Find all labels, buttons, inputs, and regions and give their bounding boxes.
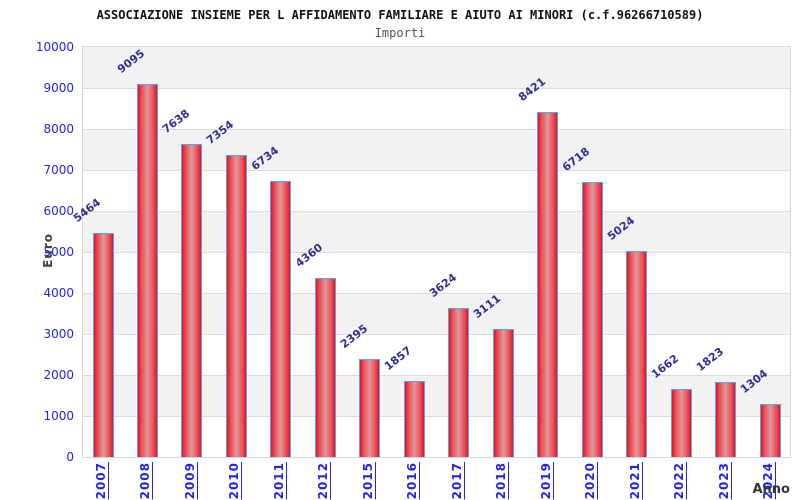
x-tick-label-2010[interactable]: 2010 [227,462,242,500]
y-axis-title: Euro [41,233,55,268]
y-tick-label: 6000 [43,204,74,218]
bar-2011 [270,180,292,457]
bar-2007 [92,232,114,457]
x-tick-label-2007[interactable]: 2007 [94,462,108,500]
y-tick-label: 3000 [43,327,74,341]
x-tick-label-2020[interactable]: 2020 [583,462,598,500]
x-axis-title: Anno [752,482,790,497]
y-tick-label: 10000 [35,40,74,54]
y-tick-label: 0 [66,450,74,464]
gridline [83,293,790,294]
y-tick-label: 5000 [43,245,74,259]
y-tick-label: 1000 [43,409,74,423]
x-tick-label-2017[interactable]: 2017 [449,462,464,500]
x-tick-label-2016[interactable]: 2016 [405,462,420,500]
x-tick-label-2022[interactable]: 2022 [672,462,687,500]
x-tick-label-2009[interactable]: 2009 [182,462,197,500]
x-tick-label-2018[interactable]: 2018 [494,462,509,500]
y-tick-label: 7000 [43,163,74,177]
bar-2012 [314,278,336,457]
chart-subtitle: Importi [374,26,426,40]
x-tick-label-2011[interactable]: 2011 [271,462,286,500]
bar-2024 [759,403,781,457]
bar-2010 [225,155,247,457]
chart-title: ASSOCIAZIONE INSIEME PER L AFFIDAMENTO F… [96,8,704,22]
y-tick-label: 4000 [43,286,74,300]
x-tick-label-2008[interactable]: 2008 [138,462,153,500]
y-tick-label: 2000 [43,368,74,382]
plot-area: 5464 9095 7638 7354 6734 4360 2395 1857 3624 3111… [71,46,791,458]
bar-2008 [136,84,158,457]
gridline [83,252,790,253]
gridline [83,334,790,335]
x-tick-label-2023[interactable]: 2023 [716,462,731,500]
gridline [83,88,790,89]
plot-band [83,88,790,129]
gridline [83,211,790,212]
bar-2019 [537,111,559,457]
x-tick-label-2021[interactable]: 2021 [627,462,642,500]
bar-2021 [626,251,648,457]
gridline [83,416,790,417]
x-tick-label-2012[interactable]: 2012 [316,462,331,500]
x-tick-label-2019[interactable]: 2019 [538,462,553,500]
y-tick-label: 9000 [43,81,74,95]
bar-2018 [492,329,514,457]
plot-band [83,47,790,88]
gridline [83,170,790,171]
bar-2009 [181,143,203,457]
bar-2017 [448,308,470,457]
bar-2015 [359,358,381,457]
bar-2023 [715,382,737,457]
gridline [83,375,790,376]
bar-2016 [403,380,425,457]
bar-2020 [581,181,603,457]
x-tick-label-2015[interactable]: 2015 [360,462,375,500]
bar-2022 [670,388,692,457]
gridline [83,129,790,130]
y-tick-label: 8000 [43,122,74,136]
